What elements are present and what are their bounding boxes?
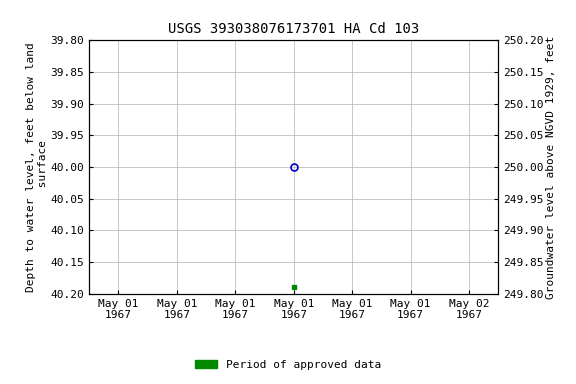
Legend: Period of approved data: Period of approved data: [191, 356, 385, 375]
Title: USGS 393038076173701 HA Cd 103: USGS 393038076173701 HA Cd 103: [168, 22, 419, 36]
Y-axis label: Groundwater level above NGVD 1929, feet: Groundwater level above NGVD 1929, feet: [547, 35, 556, 299]
Y-axis label: Depth to water level, feet below land
 surface: Depth to water level, feet below land su…: [26, 42, 48, 292]
